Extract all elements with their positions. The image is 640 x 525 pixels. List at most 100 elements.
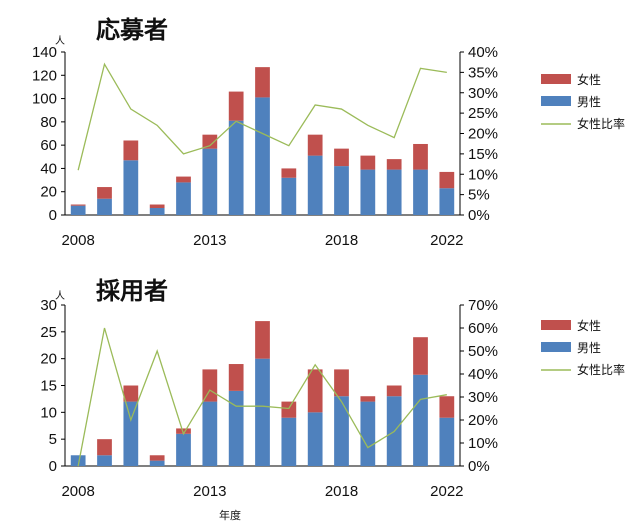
- bar-male: [149, 460, 165, 466]
- bar-male: [439, 188, 455, 215]
- bar-female: [281, 168, 297, 178]
- bar-male: [255, 97, 270, 215]
- x-tick-label: 2013: [193, 483, 226, 500]
- bar-female: [255, 321, 270, 359]
- y2-tick-label: 25%: [468, 105, 498, 122]
- y-tick-label: 15: [40, 378, 57, 395]
- y2-tick-label: 40%: [468, 366, 498, 383]
- bar-female: [413, 143, 428, 170]
- y2-tick-label: 60%: [468, 320, 498, 337]
- y-tick-label: 80: [40, 114, 57, 131]
- x-tick-label: 2018: [325, 483, 358, 500]
- y-tick-label: 40: [40, 160, 57, 177]
- bar-female: [334, 369, 349, 397]
- bar-female: [123, 385, 139, 402]
- bar-male: [70, 455, 86, 466]
- y2-tick-label: 70%: [468, 297, 498, 314]
- y2-tick-label: 10%: [468, 166, 498, 183]
- y-tick-label: 0: [49, 207, 57, 224]
- bar-male: [413, 169, 428, 215]
- bar-female: [413, 337, 428, 375]
- line-female-ratio: [77, 62, 447, 171]
- bar-male: [307, 412, 323, 466]
- bar-male: [123, 401, 139, 466]
- y-tick-label: 25: [40, 324, 57, 341]
- bar-male: [70, 205, 86, 215]
- bar-male: [97, 455, 112, 466]
- y2-tick-label: 20%: [468, 412, 498, 429]
- legend-male-label: 男性: [577, 341, 601, 355]
- bar-male: [334, 166, 349, 215]
- x-tick-label: 2008: [61, 483, 94, 500]
- bar-male: [360, 401, 376, 466]
- bar-male: [97, 198, 112, 215]
- bar-female: [386, 159, 402, 170]
- x-tick-label: 2018: [325, 232, 358, 249]
- bar-female: [307, 369, 323, 413]
- y-unit-label: 人: [55, 290, 65, 302]
- legend-female-swatch: [541, 320, 571, 330]
- legend-female-label: 女性: [577, 318, 601, 333]
- chart-applicants: 応募者 人 0 20 40 60 80 100 120 140 0% 5% 10% 15% 20% 25%…: [32, 16, 625, 249]
- bar-female: [149, 455, 165, 461]
- bar-female: [97, 439, 112, 456]
- bar-male: [334, 396, 349, 466]
- y-unit-label: 人: [55, 35, 65, 47]
- legend-male-label: 男性: [577, 95, 601, 109]
- y-tick-label: 30: [40, 297, 57, 314]
- y2-tick-label: 35%: [468, 64, 498, 81]
- y2-tick-label: 30%: [468, 85, 498, 102]
- bar-female: [255, 67, 270, 98]
- bar-male: [176, 182, 191, 215]
- bar-male: [386, 169, 402, 215]
- legend-male-swatch: [541, 96, 571, 106]
- bar-female: [386, 385, 402, 397]
- bar-male: [149, 208, 165, 215]
- bar-male: [123, 160, 139, 215]
- legend-male-swatch: [541, 342, 571, 352]
- y-tick-label: 0: [49, 458, 57, 475]
- bar-male: [360, 169, 376, 215]
- bar-female: [307, 134, 323, 156]
- bar-female: [228, 364, 244, 391]
- bar-male: [228, 120, 244, 215]
- bar-male: [202, 401, 218, 466]
- bar-male: [176, 433, 191, 466]
- y-tick-label: 20: [40, 351, 57, 368]
- bar-male: [307, 155, 323, 215]
- y2-tick-label: 40%: [468, 44, 498, 61]
- bar-female: [149, 204, 165, 209]
- bar-female: [123, 140, 139, 161]
- y2-tick-label: 10%: [468, 435, 498, 452]
- x-tick-label: 2013: [193, 232, 226, 249]
- y2-tick-label: 20%: [468, 126, 498, 143]
- legend-ratio-label: 女性比率: [577, 362, 625, 377]
- y2-tick-label: 15%: [468, 146, 498, 163]
- chart-title: 応募者: [96, 16, 168, 44]
- y-tick-label: 5: [49, 431, 57, 448]
- y2-tick-label: 50%: [468, 343, 498, 360]
- bar-female: [334, 148, 349, 167]
- bar-female: [439, 396, 455, 418]
- bar-female: [202, 369, 218, 402]
- legend-female-swatch: [541, 74, 571, 84]
- y2-tick-label: 0%: [468, 458, 490, 475]
- bar-male: [255, 358, 270, 466]
- y2-tick-label: 5%: [468, 187, 490, 204]
- y-tick-label: 120: [32, 67, 57, 84]
- y2-tick-label: 30%: [468, 389, 498, 406]
- bar-female: [202, 134, 218, 149]
- bar-female: [439, 171, 455, 189]
- bar-female: [176, 428, 191, 434]
- bar-male: [281, 177, 297, 215]
- bar-male: [413, 374, 428, 466]
- bar-female: [97, 187, 112, 199]
- legend-ratio-label: 女性比率: [577, 116, 625, 131]
- bar-female: [176, 176, 191, 183]
- chart-title: 採用者: [96, 277, 168, 305]
- bar-male: [439, 417, 455, 466]
- y2-tick-label: 0%: [468, 207, 490, 224]
- chart-hires: 採用者 人 年度 0 5 10 15 20 25 30 0% 10% 20% 30% 40% 50% 60…: [40, 277, 625, 522]
- x-tick-label: 2022: [430, 232, 463, 249]
